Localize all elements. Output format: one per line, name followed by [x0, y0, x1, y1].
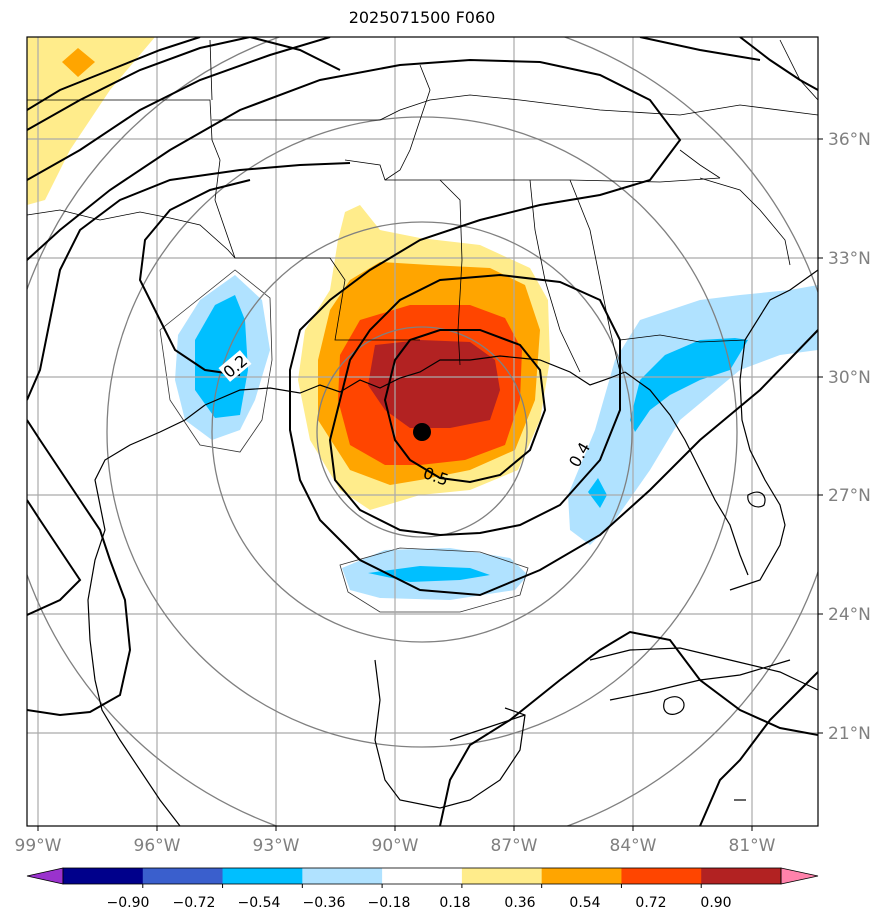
colorbar-swatch: [142, 868, 224, 884]
colorbar-swatch: [461, 868, 543, 884]
colorbar-extend-high: [780, 867, 819, 885]
axis-ticks: [37, 138, 823, 831]
lat-label: 27°N: [828, 486, 871, 506]
colorbar-swatch: [701, 868, 782, 884]
colorbar-swatch: [382, 868, 463, 884]
lon-label: 93°W: [253, 836, 300, 856]
colorbar-tick-label: 0.54: [569, 895, 600, 911]
lon-label: 99°W: [15, 836, 62, 856]
positive-anomaly-corner: [27, 37, 155, 205]
map-title: 2025071500 F060: [348, 8, 496, 27]
map-frame: [26, 36, 819, 827]
lon-label: 96°W: [134, 836, 181, 856]
negative-anomaly-fill: [175, 275, 818, 600]
lat-label: 30°N: [828, 368, 871, 388]
colorbar-tick-label: 0.18: [439, 895, 470, 911]
positive-anomaly-fill: [298, 205, 550, 510]
colorbar-tick-label: 0.36: [504, 895, 535, 911]
colorbar-extend-low: [26, 867, 64, 885]
colorbar-tick-label: −0.18: [368, 895, 411, 911]
colorbar-swatch: [63, 868, 144, 884]
longitude-labels: 99°W 96°W 93°W 90°W 87°W 84°W 81°W: [15, 836, 776, 856]
colorbar-tick-label: −0.36: [303, 895, 346, 911]
colorbar-tick-label: 0.72: [635, 895, 666, 911]
lat-label: 24°N: [828, 605, 871, 625]
lat-label: 33°N: [828, 249, 871, 269]
lon-label: 81°W: [729, 836, 776, 856]
lon-label: 84°W: [610, 836, 657, 856]
lon-label: 90°W: [372, 836, 419, 856]
colorbar-swatch: [222, 868, 303, 884]
colorbar-swatch: [302, 868, 383, 884]
anomaly-outline: [159, 269, 529, 613]
lat-label: 21°N: [828, 724, 871, 744]
lon-label: 87°W: [491, 836, 538, 856]
colorbar-tick-label: 0.90: [700, 895, 731, 911]
latitude-labels: 36°N 33°N 30°N 27°N 24°N 21°N: [828, 130, 871, 744]
colorbar-tick-label: −0.72: [173, 895, 216, 911]
colorbar: [26, 867, 819, 888]
colorbar-tick-labels: −0.90 −0.72 −0.54 −0.36 −0.18 0.18 0.36 …: [107, 895, 732, 911]
graticule: [27, 37, 818, 826]
range-rings: [27, 37, 818, 826]
colorbar-swatch: [541, 868, 622, 884]
colorbar-tick-label: −0.54: [238, 895, 281, 911]
colorbar-frame: [62, 867, 782, 885]
lat-label: 36°N: [828, 130, 871, 150]
colorbar-tick-label: −0.90: [107, 895, 150, 911]
coastlines: [87, 269, 818, 826]
colorbar-swatch: [621, 868, 702, 884]
height-contours: [27, 37, 818, 826]
storm-center-marker: [413, 423, 431, 441]
